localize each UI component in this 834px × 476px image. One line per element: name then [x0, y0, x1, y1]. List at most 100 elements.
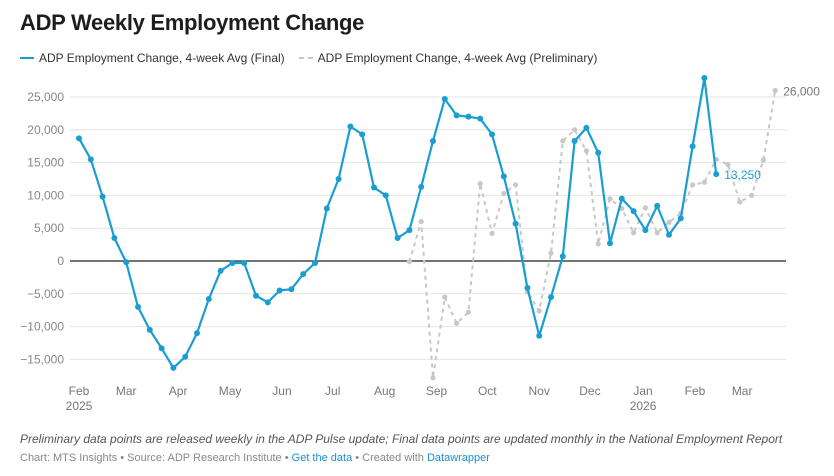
- x-tick-label: Nov: [529, 384, 550, 398]
- legend-item-final: ADP Employment Change, 4-week Avg (Final…: [20, 51, 285, 65]
- data-point-final: [618, 195, 625, 202]
- data-point-final: [241, 259, 248, 266]
- data-point-final: [571, 137, 578, 144]
- series-line-final: [78, 76, 718, 370]
- data-point-preliminary: [477, 180, 483, 187]
- legend-label-final: ADP Employment Change, 4-week Avg (Final…: [39, 51, 285, 65]
- series-line-preliminary: [408, 90, 777, 379]
- data-point-preliminary: [548, 250, 554, 256]
- data-point-preliminary: [631, 230, 637, 236]
- data-point-final: [489, 131, 495, 138]
- data-point-final: [323, 205, 330, 212]
- get-the-data-link[interactable]: Get the data: [291, 452, 353, 464]
- data-point-final: [146, 326, 153, 333]
- y-tick-label: 5,000: [34, 221, 64, 235]
- y-tick-label: 15,000: [27, 156, 64, 170]
- y-tick-label: −5,000: [27, 287, 64, 301]
- x-tick-year-label: 2025: [66, 399, 93, 413]
- data-point-final: [477, 115, 484, 122]
- data-point-final: [406, 227, 413, 234]
- data-point-final: [536, 332, 543, 339]
- data-point-preliminary: [406, 259, 412, 265]
- x-tick-label: Jul: [325, 384, 340, 398]
- data-point-final: [87, 156, 94, 163]
- legend-swatch-preliminary: [298, 57, 313, 59]
- data-point-preliminary: [501, 190, 507, 197]
- data-point-final: [99, 193, 106, 200]
- data-point-final: [182, 353, 189, 360]
- data-point-final: [500, 173, 507, 180]
- data-point-final: [677, 215, 684, 222]
- data-point-final: [205, 296, 212, 303]
- data-point-preliminary: [607, 196, 613, 202]
- byline: Chart: MTS Insights • Source: ADP Resear…: [20, 452, 490, 464]
- data-point-final: [253, 292, 259, 299]
- data-point-final: [430, 137, 436, 144]
- data-point-final: [583, 124, 590, 131]
- y-tick-label: 0: [57, 254, 64, 268]
- x-tick-label: Oct: [478, 384, 497, 398]
- data-point-preliminary: [442, 294, 448, 300]
- data-point-final: [595, 149, 602, 156]
- data-point-final: [276, 287, 283, 294]
- end-label-final: 13,250: [724, 168, 761, 182]
- x-tick-label: May: [219, 384, 242, 398]
- data-point-final: [335, 176, 342, 182]
- data-point-final: [300, 271, 307, 278]
- data-point-preliminary: [666, 219, 672, 225]
- data-point-final: [312, 259, 318, 266]
- data-point-final: [347, 123, 354, 130]
- data-point-preliminary: [749, 192, 755, 198]
- x-tick-label: Sep: [426, 384, 448, 398]
- data-point-final: [135, 303, 141, 310]
- legend-swatch-final: [20, 57, 34, 59]
- data-point-final: [418, 183, 425, 190]
- data-point-final: [123, 259, 130, 266]
- data-point-preliminary: [642, 205, 649, 211]
- data-point-preliminary: [489, 230, 495, 237]
- data-point-final: [229, 259, 236, 266]
- legend: ADP Employment Change, 4-week Avg (Final…: [20, 51, 611, 65]
- data-point-final: [559, 253, 566, 260]
- data-point-final: [170, 364, 177, 371]
- data-point-final: [453, 112, 460, 119]
- data-point-final: [441, 95, 448, 102]
- x-tick-label: Dec: [579, 384, 600, 398]
- data-point-final: [382, 192, 389, 199]
- separator: •: [281, 452, 292, 464]
- byline-chart: Chart: MTS Insights: [20, 452, 118, 464]
- data-point-final: [288, 286, 295, 293]
- datawrapper-link[interactable]: Datawrapper: [426, 452, 490, 464]
- y-tick-label: 10,000: [27, 188, 64, 202]
- data-point-preliminary: [772, 87, 778, 94]
- data-point-preliminary: [690, 182, 696, 188]
- x-tick-label: Apr: [169, 384, 188, 398]
- separator: •: [352, 452, 363, 464]
- data-point-preliminary: [654, 230, 660, 236]
- data-point-final: [465, 113, 472, 120]
- byline-created: Created with: [362, 452, 427, 464]
- data-point-preliminary: [701, 179, 708, 185]
- data-point-final: [264, 299, 271, 306]
- data-point-preliminary: [583, 148, 590, 154]
- data-point-preliminary: [737, 199, 743, 205]
- data-point-final: [359, 131, 366, 138]
- separator: •: [117, 452, 128, 464]
- data-point-preliminary: [430, 375, 436, 381]
- data-point-final: [76, 135, 82, 142]
- data-point-final: [158, 345, 165, 352]
- data-point-final: [713, 171, 720, 178]
- data-point-preliminary: [454, 320, 460, 326]
- x-tick-label: Mar: [732, 384, 753, 398]
- x-tick-label: Feb: [685, 384, 706, 398]
- byline-source: Source: ADP Research Institute: [127, 452, 282, 464]
- x-tick-label: Feb: [69, 384, 90, 398]
- data-point-final: [630, 208, 637, 215]
- data-point-final: [524, 284, 531, 291]
- chart-title: ADP Weekly Employment Change: [20, 10, 365, 35]
- data-point-final: [111, 235, 118, 242]
- x-tick-label: Mar: [116, 384, 137, 398]
- x-tick-label: Aug: [374, 384, 395, 398]
- y-tick-label: −10,000: [20, 320, 64, 334]
